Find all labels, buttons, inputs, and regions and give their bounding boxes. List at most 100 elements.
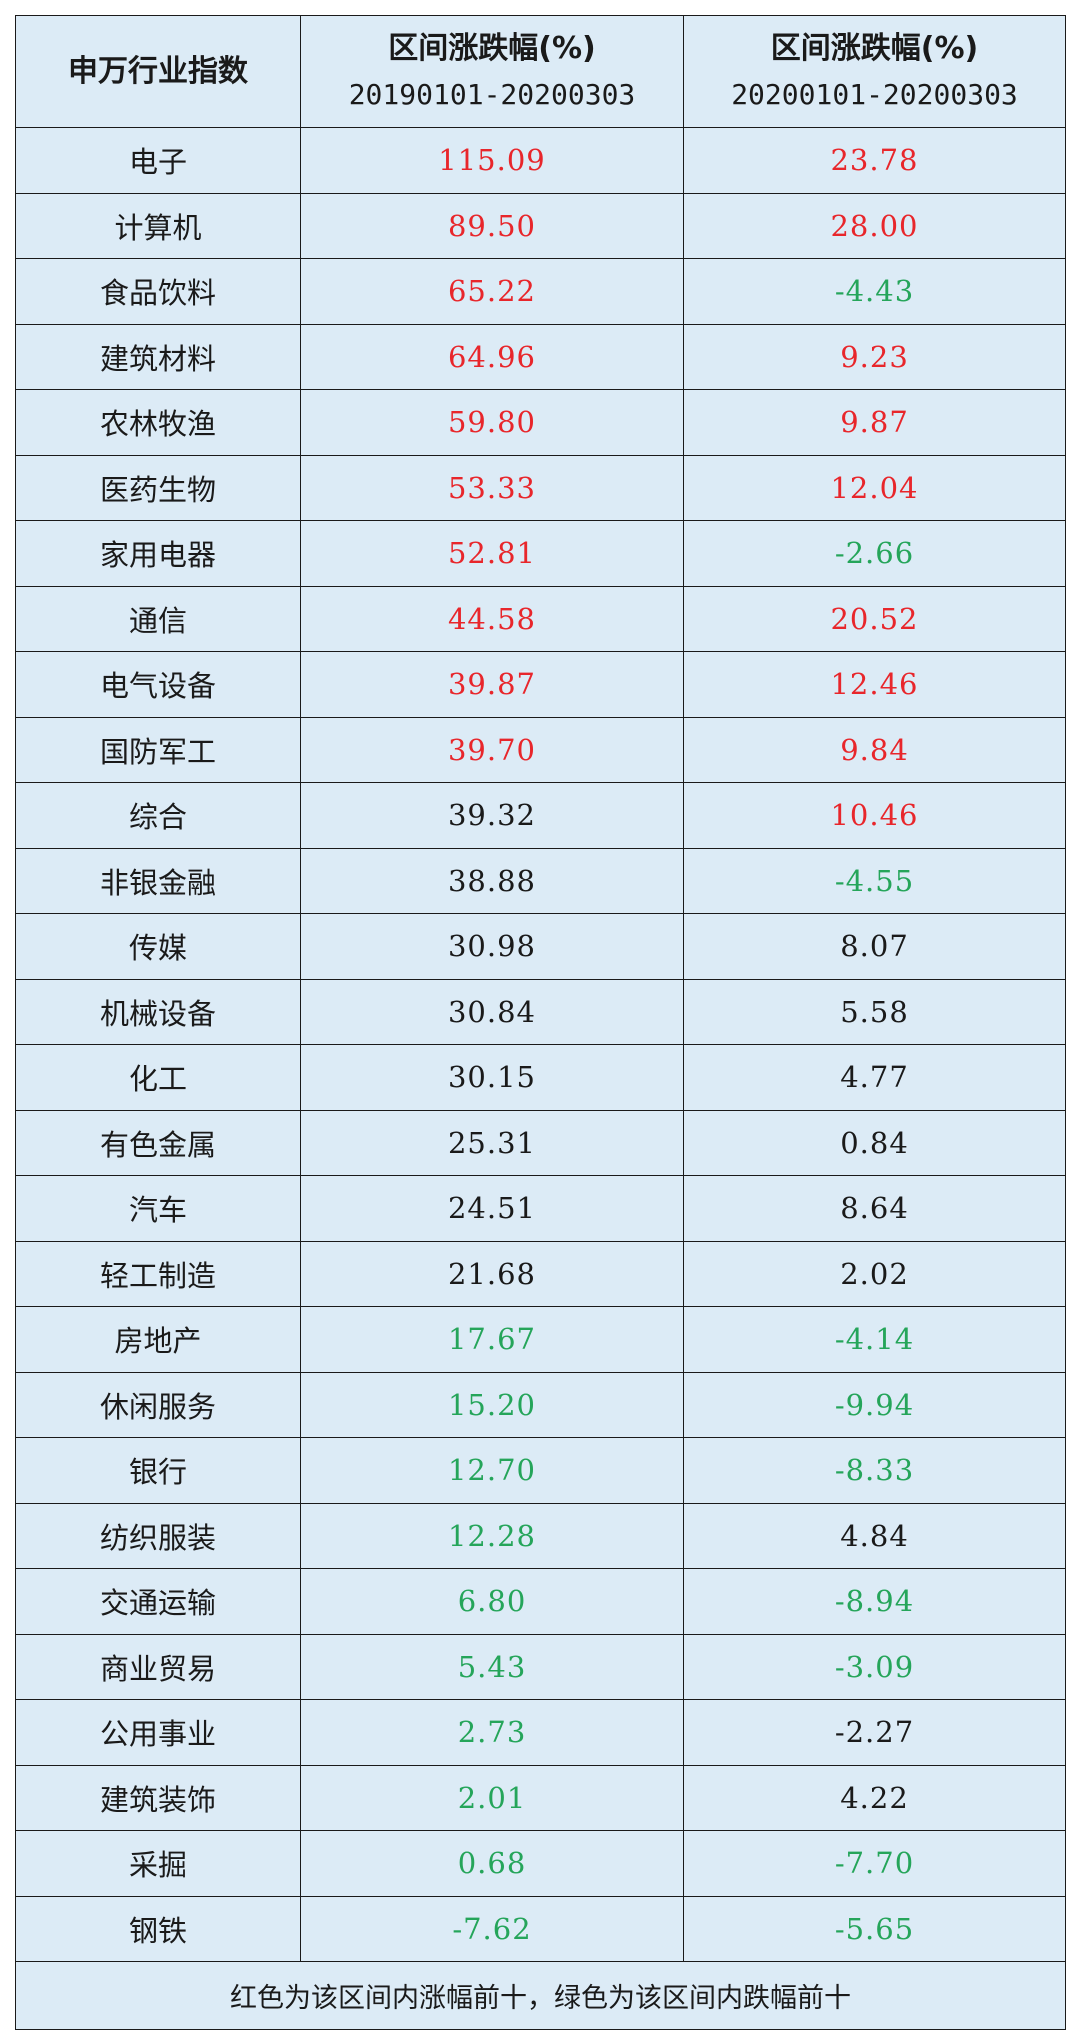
table-row: 综合 39.32 10.46 bbox=[15, 782, 1066, 849]
industry-name-cell: 机械设备 bbox=[15, 978, 301, 1045]
industry-name-cell: 银行 bbox=[15, 1437, 301, 1504]
header-industry-index: 申万行业指数 bbox=[15, 15, 301, 128]
change-2019-2020-cell: 64.96 bbox=[300, 323, 684, 390]
industry-name-cell: 传媒 bbox=[15, 913, 301, 980]
change-2020-cell: 4.22 bbox=[683, 1764, 1066, 1831]
change-2019-2020-cell: 89.50 bbox=[300, 192, 684, 259]
table-row: 农林牧渔 59.80 9.87 bbox=[15, 389, 1066, 456]
change-2020-cell: 2.02 bbox=[683, 1240, 1066, 1307]
industry-name-cell: 交通运输 bbox=[15, 1568, 301, 1635]
change-2019-2020-cell: 38.88 bbox=[300, 847, 684, 914]
industry-name-cell: 有色金属 bbox=[15, 1109, 301, 1176]
change-2020-cell: 5.58 bbox=[683, 978, 1066, 1045]
header-period-2019-2020-range: 20190101-20200303 bbox=[348, 77, 636, 111]
change-2019-2020-cell: 44.58 bbox=[300, 585, 684, 652]
industry-name-cell: 建筑材料 bbox=[15, 323, 301, 390]
change-2019-2020-cell: 12.28 bbox=[300, 1502, 684, 1569]
change-2020-cell: 8.64 bbox=[683, 1175, 1066, 1242]
color-legend-note: 红色为该区间内涨幅前十，绿色为该区间内跌幅前十 bbox=[15, 1961, 1066, 2030]
industry-name-cell: 国防军工 bbox=[15, 716, 301, 783]
change-2020-cell: -7.70 bbox=[683, 1830, 1066, 1897]
header-period-2020: 区间涨跌幅(%) 20200101-20200303 bbox=[683, 15, 1066, 128]
change-2019-2020-cell: 6.80 bbox=[300, 1568, 684, 1635]
table-row: 轻工制造 21.68 2.02 bbox=[15, 1240, 1066, 1307]
industry-name-cell: 休闲服务 bbox=[15, 1371, 301, 1438]
table-row: 交通运输 6.80 -8.94 bbox=[15, 1568, 1066, 1635]
table-row: 传媒 30.98 8.07 bbox=[15, 913, 1066, 980]
industry-name-cell: 家用电器 bbox=[15, 520, 301, 587]
table-row: 化工 30.15 4.77 bbox=[15, 1044, 1066, 1111]
industry-name-cell: 钢铁 bbox=[15, 1895, 301, 1962]
table-row: 电子 115.09 23.78 bbox=[15, 127, 1066, 194]
table-header-row: 申万行业指数 区间涨跌幅(%) 20190101-20200303 区间涨跌幅(… bbox=[15, 15, 1066, 128]
change-2020-cell: 12.46 bbox=[683, 651, 1066, 718]
industry-name-cell: 采掘 bbox=[15, 1830, 301, 1897]
change-2019-2020-cell: 30.98 bbox=[300, 913, 684, 980]
table-row: 国防军工 39.70 9.84 bbox=[15, 716, 1066, 783]
industry-name-cell: 电子 bbox=[15, 127, 301, 194]
table-row: 有色金属 25.31 0.84 bbox=[15, 1109, 1066, 1176]
change-2020-cell: 20.52 bbox=[683, 585, 1066, 652]
change-2020-cell: 0.84 bbox=[683, 1109, 1066, 1176]
table-row: 电气设备 39.87 12.46 bbox=[15, 651, 1066, 718]
change-2019-2020-cell: 39.87 bbox=[300, 651, 684, 718]
header-period-2020-range: 20200101-20200303 bbox=[731, 77, 1018, 111]
industry-index-table-container: 申万行业指数 区间涨跌幅(%) 20190101-20200303 区间涨跌幅(… bbox=[15, 15, 1066, 2030]
change-2020-cell: -9.94 bbox=[683, 1371, 1066, 1438]
change-2019-2020-cell: 5.43 bbox=[300, 1633, 684, 1700]
industry-name-cell: 电气设备 bbox=[15, 651, 301, 718]
industry-name-cell: 医药生物 bbox=[15, 454, 301, 521]
industry-name-cell: 通信 bbox=[15, 585, 301, 652]
industry-name-cell: 化工 bbox=[15, 1044, 301, 1111]
change-2020-cell: 9.87 bbox=[683, 389, 1066, 456]
table-row: 机械设备 30.84 5.58 bbox=[15, 978, 1066, 1045]
industry-name-cell: 综合 bbox=[15, 782, 301, 849]
table-row: 汽车 24.51 8.64 bbox=[15, 1175, 1066, 1242]
table-row: 建筑装饰 2.01 4.22 bbox=[15, 1764, 1066, 1831]
table-row: 食品饮料 65.22 -4.43 bbox=[15, 258, 1066, 325]
change-2019-2020-cell: 0.68 bbox=[300, 1830, 684, 1897]
change-2019-2020-cell: 2.73 bbox=[300, 1699, 684, 1766]
table-body: 电子 115.09 23.78 计算机 89.50 28.00 食品饮料 65.22 -4.43… bbox=[15, 127, 1066, 1962]
change-2020-cell: -3.09 bbox=[683, 1633, 1066, 1700]
change-2020-cell: 28.00 bbox=[683, 192, 1066, 259]
table-footer-row: 红色为该区间内涨幅前十，绿色为该区间内跌幅前十 bbox=[15, 1961, 1066, 2030]
change-2019-2020-cell: 30.84 bbox=[300, 978, 684, 1045]
change-2019-2020-cell: 25.31 bbox=[300, 1109, 684, 1176]
change-2019-2020-cell: 52.81 bbox=[300, 520, 684, 587]
change-2019-2020-cell: 53.33 bbox=[300, 454, 684, 521]
change-2019-2020-cell: 39.70 bbox=[300, 716, 684, 783]
table-row: 采掘 0.68 -7.70 bbox=[15, 1830, 1066, 1897]
change-2019-2020-cell: 24.51 bbox=[300, 1175, 684, 1242]
industry-name-cell: 房地产 bbox=[15, 1306, 301, 1373]
change-2020-cell: 9.23 bbox=[683, 323, 1066, 390]
industry-name-cell: 公用事业 bbox=[15, 1699, 301, 1766]
table-row: 银行 12.70 -8.33 bbox=[15, 1437, 1066, 1504]
change-2019-2020-cell: 21.68 bbox=[300, 1240, 684, 1307]
table-row: 计算机 89.50 28.00 bbox=[15, 192, 1066, 259]
industry-name-cell: 建筑装饰 bbox=[15, 1764, 301, 1831]
change-2020-cell: -2.27 bbox=[683, 1699, 1066, 1766]
header-period-2019-2020-title: 区间涨跌幅(%) bbox=[388, 30, 596, 66]
change-2019-2020-cell: 59.80 bbox=[300, 389, 684, 456]
change-2020-cell: 4.77 bbox=[683, 1044, 1066, 1111]
table-row: 钢铁 -7.62 -5.65 bbox=[15, 1895, 1066, 1962]
change-2019-2020-cell: 2.01 bbox=[300, 1764, 684, 1831]
change-2020-cell: 10.46 bbox=[683, 782, 1066, 849]
change-2019-2020-cell: 17.67 bbox=[300, 1306, 684, 1373]
change-2020-cell: -2.66 bbox=[683, 520, 1066, 587]
change-2019-2020-cell: 65.22 bbox=[300, 258, 684, 325]
industry-name-cell: 非银金融 bbox=[15, 847, 301, 914]
change-2020-cell: -5.65 bbox=[683, 1895, 1066, 1962]
change-2019-2020-cell: 115.09 bbox=[300, 127, 684, 194]
change-2020-cell: 23.78 bbox=[683, 127, 1066, 194]
table-row: 建筑材料 64.96 9.23 bbox=[15, 323, 1066, 390]
industry-name-cell: 轻工制造 bbox=[15, 1240, 301, 1307]
change-2019-2020-cell: 30.15 bbox=[300, 1044, 684, 1111]
table-row: 非银金融 38.88 -4.55 bbox=[15, 847, 1066, 914]
change-2020-cell: -4.43 bbox=[683, 258, 1066, 325]
header-period-2019-2020: 区间涨跌幅(%) 20190101-20200303 bbox=[300, 15, 684, 128]
table-row: 医药生物 53.33 12.04 bbox=[15, 454, 1066, 521]
change-2019-2020-cell: 39.32 bbox=[300, 782, 684, 849]
table-row: 商业贸易 5.43 -3.09 bbox=[15, 1633, 1066, 1700]
